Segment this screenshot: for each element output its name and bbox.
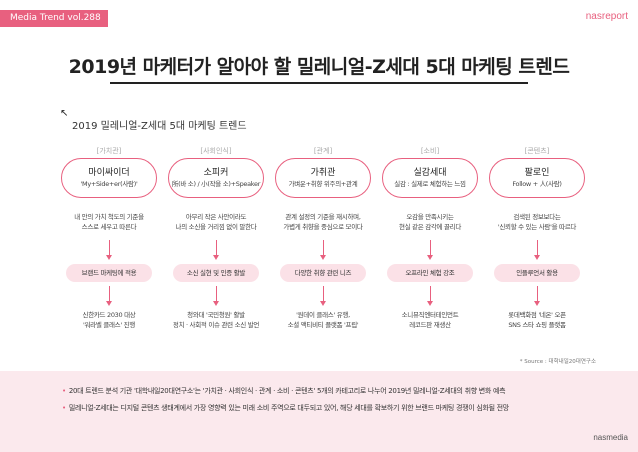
trend-description: 관계 설정의 기준을 재시하며, 가볍게 취향을 중심으로 모이다 <box>275 212 371 234</box>
section-title: 2019 밀레니얼-Z세대 5대 마케팅 트렌드 <box>72 121 247 132</box>
trend-subtitle: 실감 : 실제로 체험하는 느낌 <box>394 180 466 188</box>
trend-column-3: [관계] 가취관 가벼운+취향 위주의+관계 관계 설정의 기준을 재시하며, … <box>275 146 371 330</box>
summary-bullet: • 20대 트렌드 분석 기관 '대학내일20대연구소'는 '가치관 · 사회인식… <box>62 386 506 396</box>
trend-description-line: '신뢰할 수 있는 사람'을 따르다 <box>497 223 577 231</box>
media-trend-tag: Media Trend vol.288 <box>0 10 108 27</box>
trend-column-5: [콘텐츠] 팔로인 Follow + 人(사람) 검색된 정보보다는 '신뢰할 … <box>489 146 585 330</box>
summary-bullet: • 밀레니얼-Z세대는 디지털 콘텐츠 생태계에서 가장 영향력 있는 미래 소비… <box>62 403 509 413</box>
arrow-down-icon <box>319 240 326 260</box>
summary-bullet-text: 20대 트렌드 분석 기관 '대학내일20대연구소'는 '가치관 · 사회인식 … <box>68 387 506 395</box>
bullet-dot-icon: • <box>62 387 66 395</box>
trend-description-line: 현실 같은 감각에 끌리다 <box>398 223 462 231</box>
arrow-down-icon <box>426 286 433 306</box>
title-underline <box>110 82 528 84</box>
trend-category: [가치관] <box>96 147 122 155</box>
trend-category: [소비] <box>420 147 440 155</box>
trend-subtitle: 'My+Side+er(사람)' <box>80 180 138 188</box>
trend-example: 청와대 '국민청원' 활발 정치 · 사회적 이슈 관련 소신 발언 <box>168 310 264 330</box>
trend-pill: 소피커 所(바 소) / 小(작을 소)+Speaker <box>168 158 264 198</box>
trend-example-line: 롯데백화점 '네온' 오픈 <box>508 311 566 319</box>
trend-example-line: 청와대 '국민청원' 활발 <box>187 311 245 319</box>
trend-pill: 가취관 가벼운+취향 위주의+관계 <box>275 158 371 198</box>
trend-subtitle: Follow + 人(사람) <box>512 180 562 188</box>
trend-example-line: SNS 스타 쇼핑 플랫폼 <box>508 321 566 329</box>
trend-description: 검색된 정보보다는 '신뢰할 수 있는 사람'을 따르다 <box>489 212 585 234</box>
trend-title: 팔로인 <box>524 168 550 178</box>
trend-example: 롯데백화점 '네온' 오픈 SNS 스타 쇼핑 플랫폼 <box>489 310 585 330</box>
trend-example-line: 소셜 액티비티 플랫폼 '프립' <box>287 321 359 329</box>
trend-description-line: 나의 소신을 거리낌 없이 말한다 <box>175 223 257 231</box>
trend-column-1: [가치관] 마이싸이더 'My+Side+er(사람)' 내 안의 가치 척도의… <box>61 146 157 330</box>
arrow-down-icon <box>212 240 219 260</box>
arrow-down-icon <box>319 286 326 306</box>
trend-category: [콘텐츠] <box>524 147 550 155</box>
trend-pill: 실감세대 실감 : 실제로 체험하는 느낌 <box>382 158 478 198</box>
arrow-down-icon <box>426 240 433 260</box>
trend-example: 소니뮤직엔터테인먼트 레코드판 재생산 <box>382 310 478 330</box>
trend-description-line: 검색된 정보보다는 <box>513 213 561 221</box>
trend-category: [관계] <box>313 147 333 155</box>
arrow-down-icon <box>212 286 219 306</box>
trend-example: '원데이 클래스' 유행, 소셜 액티비티 플랫폼 '프립' <box>275 310 371 330</box>
summary-bullet-text: 밀레니얼-Z세대는 디지털 콘텐츠 생태계에서 가장 영향력 있는 미래 소비 … <box>68 404 509 412</box>
trend-column-2: [사회인식] 소피커 所(바 소) / 小(작을 소)+Speaker 아무리 … <box>168 146 264 330</box>
summary-panel: • 20대 트렌드 분석 기관 '대학내일20대연구소'는 '가치관 · 사회인식… <box>0 371 638 452</box>
trend-title: 소피커 <box>203 168 229 178</box>
trend-description-line: 스스로 세우고 따른다 <box>81 223 137 231</box>
trend-action: 다양한 취향 관련 니즈 <box>280 264 366 282</box>
cursor-icon: ↖ <box>60 108 69 119</box>
trend-subtitle: 가벼운+취향 위주의+관계 <box>288 180 358 188</box>
trend-title: 가취관 <box>310 168 336 178</box>
trend-description: 아무리 작은 사안이라도 나의 소신을 거리낌 없이 말한다 <box>168 212 264 234</box>
trend-example-line: 신한카드 2030 대상 <box>82 311 136 319</box>
trend-action: 인플루언서 활용 <box>494 264 580 282</box>
arrow-down-icon <box>105 240 112 260</box>
trend-description-line: 아무리 작은 사안이라도 <box>185 213 247 221</box>
brand-logo-top: nasreport <box>585 11 628 22</box>
trend-action: 브랜드 마케팅에 적용 <box>66 264 152 282</box>
trend-title: 마이싸이더 <box>88 168 130 178</box>
trend-example-line: 정치 · 사회적 이슈 관련 소신 발언 <box>172 321 260 329</box>
trend-subtitle: 所(바 소) / 小(작을 소)+Speaker <box>171 180 261 188</box>
bullet-dot-icon: • <box>62 404 66 412</box>
trend-column-4: [소비] 실감세대 실감 : 실제로 체험하는 느낌 오감을 만족시키는 현실 … <box>382 146 478 330</box>
trend-title: 실감세대 <box>413 168 447 178</box>
trend-pill: 팔로인 Follow + 人(사람) <box>489 158 585 198</box>
trend-description-line: 관계 설정의 기준을 재시하며, <box>285 213 361 221</box>
trend-action: 소신 실현 및 인증 활발 <box>173 264 259 282</box>
trend-description-line: 오감을 만족시키는 <box>406 213 454 221</box>
arrow-down-icon <box>533 286 540 306</box>
trend-example: 신한카드 2030 대상 '워라벨 클래스' 진행 <box>61 310 157 330</box>
trend-example-line: 레코드판 재생산 <box>409 321 451 329</box>
trend-example-line: '원데이 클래스' 유행, <box>296 311 350 319</box>
trend-description: 오감을 만족시키는 현실 같은 감각에 끌리다 <box>382 212 478 234</box>
page-title: 2019년 마케터가 알아야 할 밀레니얼-Z세대 5대 마케팅 트렌드 <box>68 56 570 78</box>
trend-category: [사회인식] <box>200 147 232 155</box>
trend-description: 내 안의 가치 척도의 기준을 스스로 세우고 따른다 <box>61 212 157 234</box>
trend-description-line: 내 안의 가치 척도의 기준을 <box>74 213 144 221</box>
trend-pill: 마이싸이더 'My+Side+er(사람)' <box>61 158 157 198</box>
trend-description-line: 가볍게 취향을 중심으로 모이다 <box>283 223 363 231</box>
arrow-down-icon <box>105 286 112 306</box>
trend-example-line: 소니뮤직엔터테인먼트 <box>401 311 459 319</box>
brand-logo-bottom: nasmedia <box>593 433 628 442</box>
arrow-down-icon <box>533 240 540 260</box>
source-note: * Source : 대학내일20대연구소 <box>519 359 596 365</box>
trend-example-line: '워라벨 클래스' 진행 <box>83 321 135 329</box>
trend-action: 오프라인 체험 강조 <box>387 264 473 282</box>
